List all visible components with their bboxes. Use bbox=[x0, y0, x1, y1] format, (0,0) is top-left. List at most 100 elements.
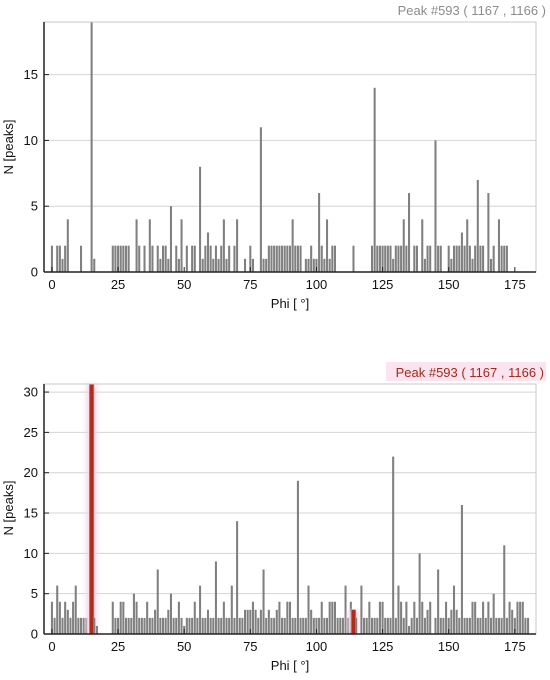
top-bar bbox=[381, 245, 384, 272]
top-bar bbox=[378, 245, 381, 272]
bottom-bar bbox=[376, 617, 379, 634]
bottom-peak-label: Peak #593 ( 1167 , 1166 ) bbox=[396, 365, 544, 380]
bottom-bar bbox=[262, 569, 265, 634]
bottom-bar bbox=[233, 617, 236, 634]
top-bar bbox=[415, 245, 418, 272]
bottom-bar bbox=[154, 609, 157, 634]
top-bar bbox=[156, 245, 159, 272]
bottom-bar bbox=[58, 601, 61, 634]
top-bar bbox=[288, 245, 292, 272]
bottom-bar bbox=[508, 601, 511, 634]
top-bar bbox=[402, 219, 405, 272]
bottom-bar bbox=[259, 609, 262, 634]
bottom-bar bbox=[527, 617, 530, 634]
top-bar bbox=[236, 219, 239, 272]
top-bar bbox=[214, 245, 217, 272]
bottom-bar bbox=[278, 601, 281, 634]
bottom-bar bbox=[503, 545, 506, 634]
top-bar bbox=[392, 258, 395, 272]
top-peak-label: Peak #593 ( 1167 , 1166 ) bbox=[398, 3, 546, 18]
bottom-bar bbox=[476, 617, 479, 634]
top-y-tick-label: 5 bbox=[31, 199, 38, 214]
bottom-bar bbox=[111, 601, 114, 634]
bottom-bar bbox=[363, 617, 366, 634]
top-bar bbox=[423, 258, 426, 272]
bottom-bar bbox=[265, 617, 268, 634]
bottom-bar bbox=[505, 617, 508, 634]
bottom-bar bbox=[400, 601, 403, 634]
bottom-bar bbox=[238, 617, 241, 634]
bottom-bar bbox=[244, 609, 247, 634]
bottom-bar bbox=[64, 601, 67, 634]
bottom-bar bbox=[355, 617, 358, 634]
top-bar bbox=[111, 245, 114, 272]
top-bar bbox=[233, 245, 236, 272]
bottom-bar bbox=[418, 553, 421, 634]
top-y-tick-label: 0 bbox=[31, 265, 38, 280]
top-bar bbox=[405, 245, 408, 272]
bottom-bar bbox=[392, 456, 395, 634]
top-bar bbox=[505, 245, 508, 272]
bottom-bar bbox=[468, 617, 471, 634]
bottom-bar bbox=[490, 617, 493, 634]
bottom-x-tick-label: 150 bbox=[438, 639, 460, 654]
bottom-y-tick-label: 15 bbox=[24, 506, 38, 521]
bottom-x-tick-label: 50 bbox=[177, 639, 191, 654]
bottom-bar bbox=[80, 617, 83, 634]
bottom-bar bbox=[386, 617, 389, 634]
bottom-bar bbox=[132, 593, 135, 634]
top-bar bbox=[138, 245, 141, 272]
top-bar bbox=[122, 245, 125, 272]
top-bar bbox=[352, 245, 355, 272]
bottom-bar bbox=[209, 617, 212, 634]
top-x-axis-label: Phi [ °] bbox=[271, 296, 309, 311]
bottom-bar bbox=[439, 617, 442, 634]
bottom-bar bbox=[159, 617, 162, 634]
bottom-bar bbox=[333, 601, 336, 634]
bottom-bar bbox=[50, 601, 53, 634]
top-bar bbox=[492, 245, 495, 272]
bottom-bar bbox=[146, 601, 149, 634]
bottom-bar bbox=[336, 617, 339, 634]
bottom-bar bbox=[479, 617, 482, 634]
bottom-bar bbox=[251, 601, 254, 634]
bottom-bar bbox=[415, 617, 418, 634]
top-bar bbox=[331, 245, 334, 272]
bottom-bar bbox=[188, 617, 191, 634]
top-bar bbox=[114, 245, 117, 272]
top-bar bbox=[117, 245, 120, 272]
top-bar bbox=[191, 245, 194, 272]
bottom-y-tick-label: 5 bbox=[31, 586, 38, 601]
bottom-bar bbox=[283, 617, 286, 634]
top-bar bbox=[294, 245, 297, 272]
bottom-bar bbox=[114, 617, 117, 634]
top-bar bbox=[249, 245, 252, 272]
bottom-bar bbox=[72, 601, 75, 634]
top-bar bbox=[439, 245, 442, 272]
bottom-bar bbox=[408, 625, 411, 634]
top-bar bbox=[167, 258, 170, 272]
bottom-bar bbox=[122, 601, 125, 634]
top-bar bbox=[320, 245, 323, 272]
bottom-bar bbox=[74, 585, 77, 634]
top-bar bbox=[66, 219, 69, 272]
bottom-bar bbox=[214, 561, 217, 634]
bottom-bar bbox=[177, 601, 180, 634]
bottom-bar bbox=[56, 585, 59, 634]
bottom-bar bbox=[164, 617, 167, 634]
bottom-x-tick-label: 100 bbox=[306, 639, 328, 654]
bottom-bar bbox=[249, 609, 252, 634]
bottom-bar bbox=[180, 617, 183, 634]
top-bar bbox=[389, 245, 392, 272]
bottom-x-tick-label: 0 bbox=[48, 639, 55, 654]
bottom-bar bbox=[373, 617, 376, 634]
bottom-bar bbox=[405, 601, 408, 634]
top-bar bbox=[259, 127, 262, 273]
top-bar bbox=[476, 179, 479, 272]
bottom-bar bbox=[286, 601, 289, 634]
top-bar bbox=[143, 245, 146, 272]
bottom-bar bbox=[61, 617, 64, 634]
bottom-bar bbox=[497, 617, 500, 634]
bottom-bar bbox=[484, 617, 487, 634]
top-bar bbox=[220, 245, 223, 272]
